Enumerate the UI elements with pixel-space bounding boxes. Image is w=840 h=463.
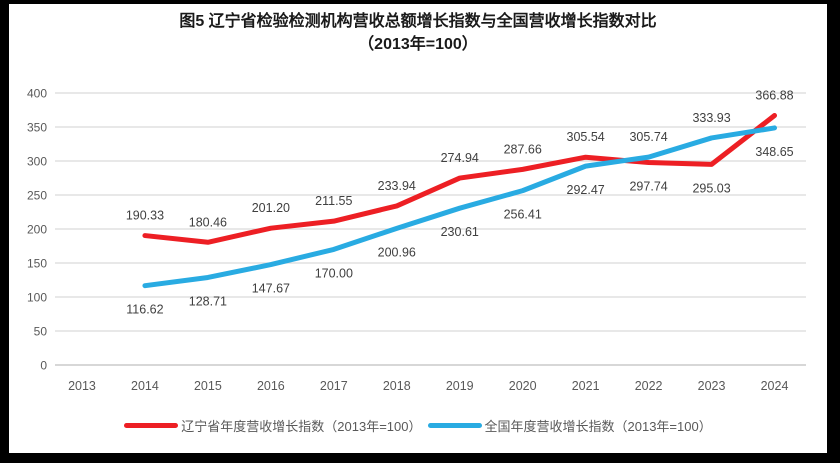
data-label-national: 200.96 bbox=[378, 245, 416, 259]
data-label-liaoning: 211.55 bbox=[315, 194, 352, 208]
y-tick-label: 50 bbox=[34, 325, 48, 339]
data-label-national: 305.74 bbox=[629, 130, 667, 144]
x-tick-label: 2013 bbox=[68, 379, 96, 393]
data-label-liaoning: 180.46 bbox=[189, 215, 227, 229]
data-label-national: 256.41 bbox=[504, 208, 542, 222]
data-label-national: 348.65 bbox=[755, 145, 793, 159]
data-label-national: 147.67 bbox=[252, 282, 290, 296]
legend: 辽宁省年度营收增长指数（2013年=100） 全国年度营收增长指数（2013年=… bbox=[9, 416, 827, 435]
data-label-liaoning: 366.88 bbox=[755, 89, 793, 103]
data-label-liaoning: 295.03 bbox=[692, 181, 730, 195]
data-label-national: 128.71 bbox=[189, 294, 227, 308]
y-tick-label: 400 bbox=[27, 87, 47, 101]
y-tick-label: 150 bbox=[27, 257, 47, 271]
data-label-liaoning: 233.94 bbox=[378, 179, 416, 193]
data-label-liaoning: 190.33 bbox=[126, 209, 164, 223]
chart-title: 图5 辽宁省检验检测机构营收总额增长指数与全国营收增长指数对比 （2013年=1… bbox=[9, 10, 827, 56]
data-label-national: 333.93 bbox=[692, 111, 730, 125]
data-label-liaoning: 274.94 bbox=[441, 151, 479, 165]
y-tick-label: 200 bbox=[27, 223, 47, 237]
data-label-liaoning: 287.66 bbox=[504, 142, 542, 156]
data-label-national: 170.00 bbox=[315, 266, 353, 280]
x-tick-label: 2020 bbox=[509, 379, 537, 393]
legend-label-liaoning: 辽宁省年度营收增长指数（2013年=100） bbox=[181, 419, 422, 434]
chart-title-line1: 图5 辽宁省检验检测机构营收总额增长指数与全国营收增长指数对比 bbox=[179, 13, 657, 30]
x-tick-label: 2017 bbox=[320, 379, 348, 393]
data-label-liaoning: 305.54 bbox=[567, 130, 605, 144]
y-tick-label: 250 bbox=[27, 189, 47, 203]
data-label-liaoning: 297.74 bbox=[629, 180, 667, 194]
series-line-liaoning bbox=[142, 113, 778, 245]
y-tick-label: 100 bbox=[27, 291, 47, 305]
data-label-national: 292.47 bbox=[567, 183, 605, 197]
y-tick-label: 350 bbox=[27, 121, 47, 135]
x-tick-label: 2019 bbox=[446, 379, 474, 393]
chart-title-line2: （2013年=100） bbox=[358, 36, 478, 53]
x-tick-label: 2022 bbox=[635, 379, 663, 393]
legend-item-liaoning: 辽宁省年度营收增长指数（2013年=100） bbox=[124, 416, 422, 435]
legend-line-swatch-national bbox=[427, 423, 482, 428]
series-line-national bbox=[142, 125, 778, 289]
legend-line-swatch-liaoning bbox=[124, 423, 179, 428]
y-tick-label: 300 bbox=[27, 155, 47, 169]
x-tick-label: 2014 bbox=[131, 379, 159, 393]
x-tick-label: 2024 bbox=[761, 379, 789, 393]
legend-item-national: 全国年度营收增长指数（2013年=100） bbox=[427, 416, 712, 435]
data-label-national: 116.62 bbox=[126, 303, 163, 317]
x-tick-label: 2021 bbox=[572, 379, 600, 393]
y-tick-label: 0 bbox=[40, 359, 47, 373]
x-tick-label: 2016 bbox=[257, 379, 285, 393]
x-tick-label: 2018 bbox=[383, 379, 411, 393]
x-tick-label: 2015 bbox=[194, 379, 222, 393]
data-label-liaoning: 201.20 bbox=[252, 201, 290, 215]
data-label-national: 230.61 bbox=[441, 225, 479, 239]
x-tick-label: 2023 bbox=[698, 379, 726, 393]
legend-label-national: 全国年度营收增长指数（2013年=100） bbox=[484, 419, 712, 434]
